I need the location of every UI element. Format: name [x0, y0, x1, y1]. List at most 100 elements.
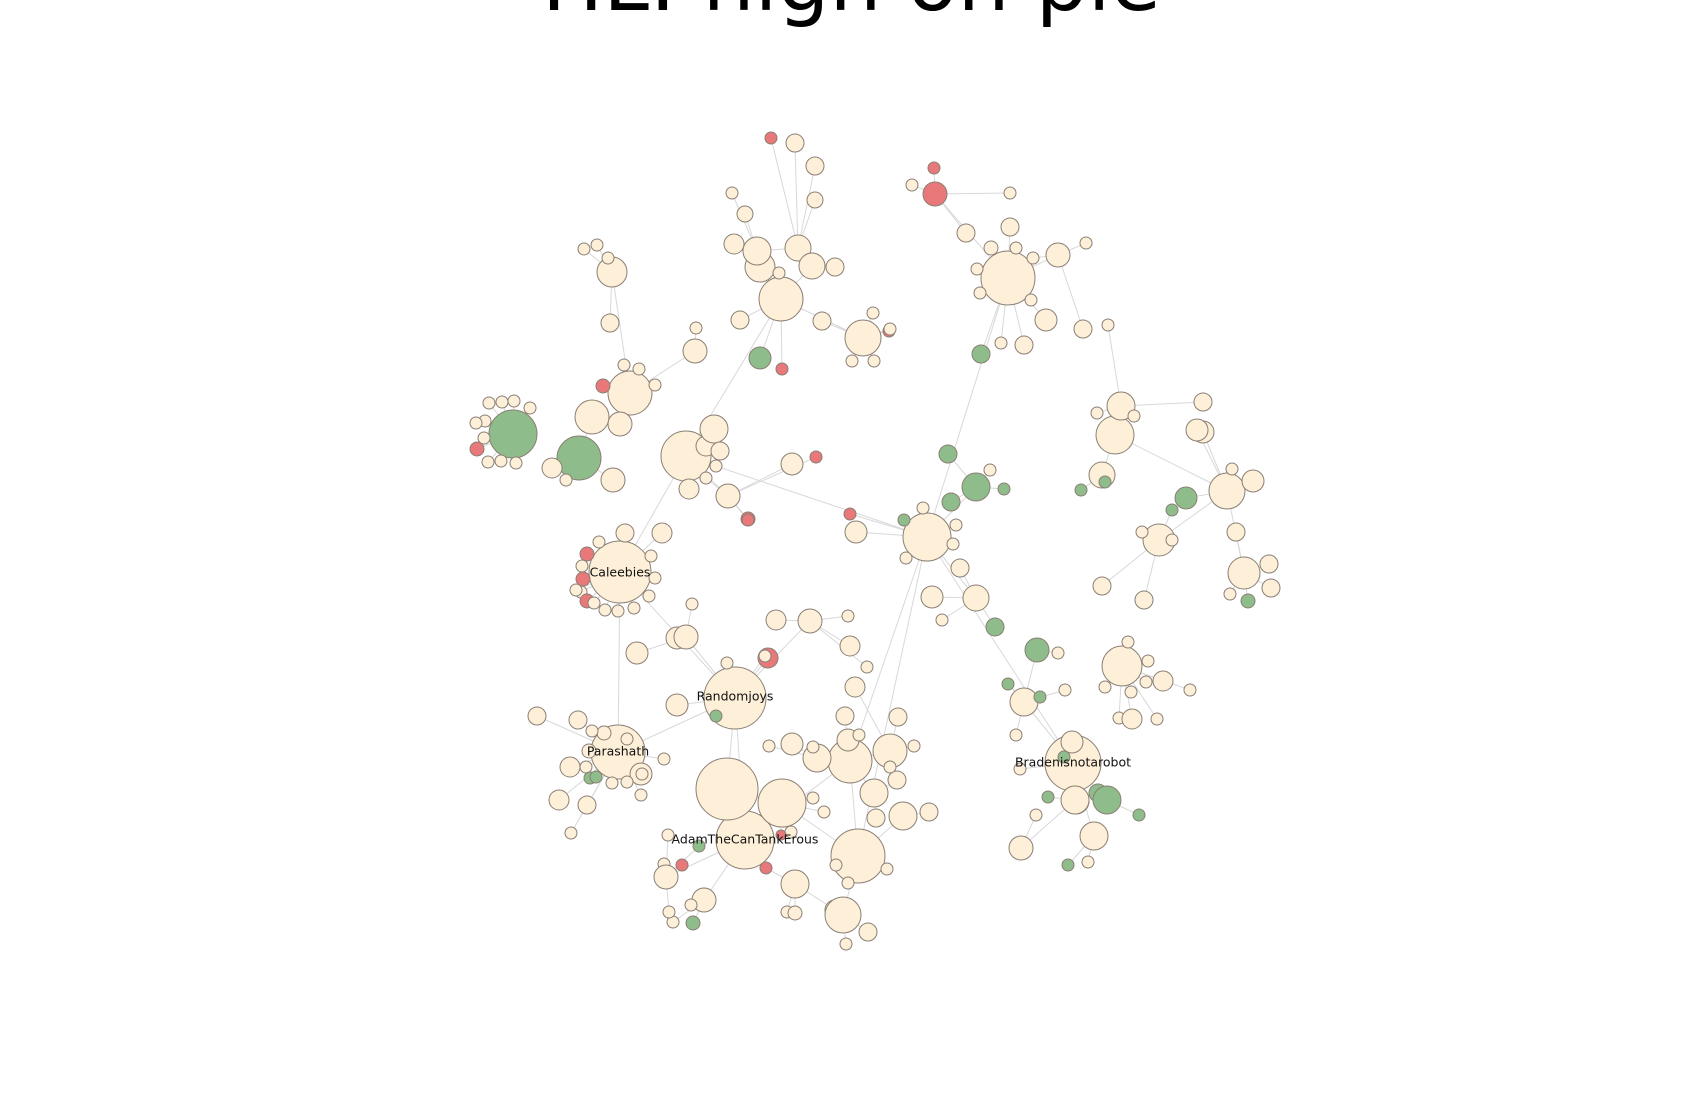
graph-node — [888, 801, 918, 831]
graph-node — [715, 483, 741, 509]
graph-node — [839, 937, 853, 951]
graph-node — [481, 455, 495, 469]
graph-node — [1227, 556, 1261, 590]
graph-node — [736, 205, 754, 223]
graph-node — [695, 757, 759, 821]
graph-node — [523, 401, 537, 415]
graph-node — [627, 601, 641, 615]
graph-node-positive — [938, 444, 958, 464]
graph-node — [758, 276, 804, 322]
graph-node — [1058, 683, 1072, 697]
graph-node — [564, 826, 578, 840]
graph-node — [644, 549, 658, 563]
graph-edge — [1114, 434, 1228, 492]
node-label: Randomjoys — [697, 689, 774, 704]
graph-edge — [1057, 254, 1084, 330]
graph-node — [983, 240, 999, 256]
graph-node-positive — [1061, 858, 1075, 872]
graph-node — [983, 463, 997, 477]
graph-node — [662, 905, 676, 919]
graph-node — [1051, 646, 1065, 660]
graph-node — [723, 233, 745, 255]
graph-node — [635, 767, 649, 781]
graph-node — [657, 752, 671, 766]
graph-node-positive — [1057, 750, 1071, 764]
graph-node — [852, 728, 866, 742]
graph-node — [1259, 554, 1279, 574]
graph-node — [1014, 335, 1034, 355]
graph-node — [1013, 762, 1027, 776]
graph-node — [1009, 728, 1023, 742]
graph-node — [899, 551, 913, 565]
graph-node — [920, 585, 944, 609]
graph-node — [1185, 418, 1209, 442]
graph-node — [780, 452, 804, 476]
graph-node — [559, 473, 573, 487]
graph-node — [829, 858, 843, 872]
graph-node — [577, 795, 597, 815]
graph-node — [973, 286, 987, 300]
graph-node — [780, 869, 810, 899]
graph-node — [866, 306, 880, 320]
graph-node-positive — [589, 770, 603, 784]
graph-node — [620, 775, 634, 789]
graph-node-positive — [961, 472, 991, 502]
graph-node — [880, 862, 894, 876]
graph-node — [844, 676, 866, 698]
graph-node — [1098, 680, 1112, 694]
graph-node — [607, 411, 633, 437]
graph-node — [548, 789, 570, 811]
graph-node — [1226, 522, 1246, 542]
graph-node — [469, 416, 483, 430]
graph-node — [1008, 835, 1034, 861]
graph-node — [1003, 186, 1017, 200]
graph-node-positive — [997, 482, 1011, 496]
graph-node-positive — [709, 709, 723, 723]
graph-edge — [797, 165, 816, 249]
graph-node-positive — [971, 344, 991, 364]
graph-node — [1106, 391, 1136, 421]
graph-node-negative — [741, 513, 755, 527]
graph-node — [812, 311, 832, 331]
graph-node — [678, 478, 700, 500]
graph-node — [527, 706, 547, 726]
graph-node — [1079, 236, 1093, 250]
graph-node — [1101, 318, 1115, 332]
graph-node — [980, 250, 1036, 306]
graph-node — [601, 251, 615, 265]
graph-node — [1009, 241, 1023, 255]
graph-node — [1009, 687, 1039, 717]
graph-node — [844, 520, 868, 544]
graph-node-positive — [556, 435, 602, 481]
graph-node — [806, 191, 824, 209]
graph-node-negative — [675, 858, 689, 872]
graph-node — [1060, 730, 1084, 754]
graph-node — [888, 707, 908, 727]
graph-node — [994, 336, 1008, 350]
graph-node-positive — [488, 409, 538, 459]
graph-node-positive — [1174, 486, 1198, 510]
graph-edge — [926, 536, 1074, 764]
graph-node — [569, 583, 583, 597]
graph-node — [699, 471, 713, 485]
graph-node — [1141, 654, 1155, 668]
graph-node — [1121, 708, 1143, 730]
graph-node — [935, 613, 949, 627]
graph-node — [839, 635, 861, 657]
graph-node — [1193, 392, 1213, 412]
graph-node — [615, 523, 635, 543]
graph-node-positive — [685, 915, 701, 931]
graph-node — [1029, 808, 1043, 822]
graph-node-positive — [1132, 808, 1146, 822]
graph-node — [611, 604, 625, 618]
graph-node — [805, 156, 825, 176]
graph-node — [1045, 242, 1071, 268]
graph-node-positive — [1165, 503, 1179, 517]
graph-node — [575, 559, 589, 573]
graph-node — [587, 596, 601, 610]
graph-edge — [770, 137, 799, 249]
graph-node — [883, 322, 897, 336]
graph-node — [592, 535, 606, 549]
graph-node — [617, 358, 631, 372]
graph-node-positive — [941, 492, 961, 512]
